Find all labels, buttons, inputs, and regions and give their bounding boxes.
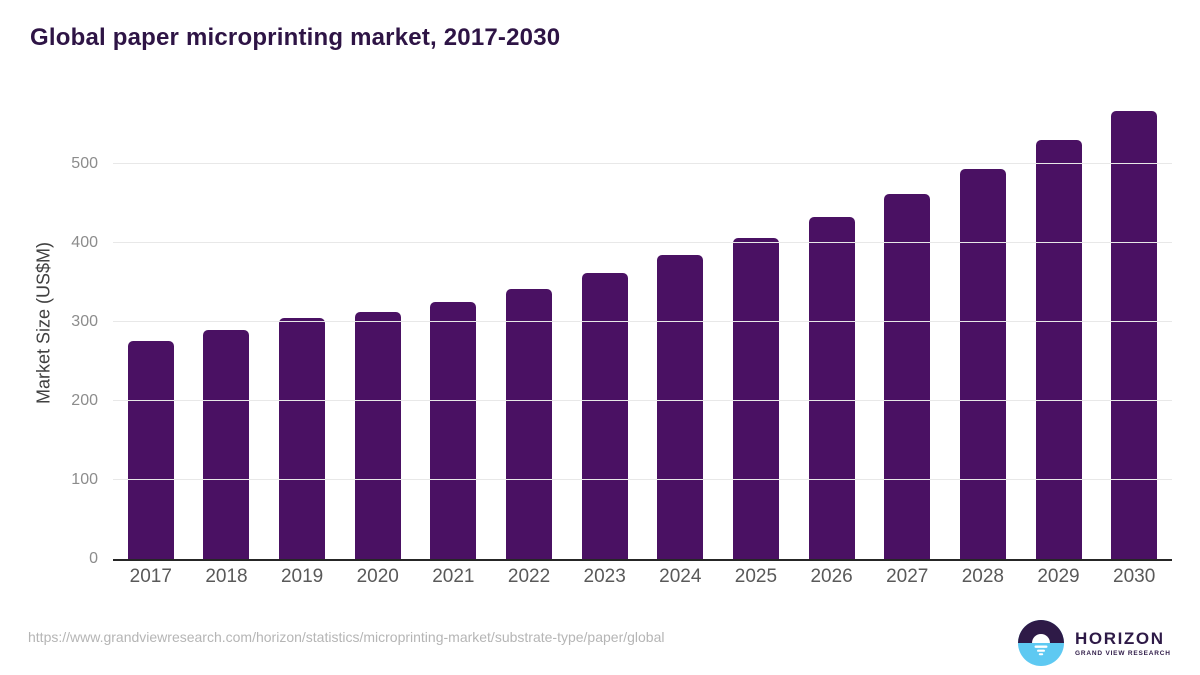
logo-brand: HORIZON bbox=[1075, 628, 1165, 648]
logo-text: HORIZON GRAND VIEW RESEARCH bbox=[1075, 628, 1171, 657]
bar-column bbox=[567, 95, 643, 559]
bars bbox=[113, 95, 1172, 559]
bar-column bbox=[794, 95, 870, 559]
x-tick-label: 2019 bbox=[280, 566, 324, 587]
gridline bbox=[113, 478, 1172, 480]
x-tick-label: 2023 bbox=[583, 566, 626, 587]
y-tick-label: 500 bbox=[71, 154, 98, 172]
bar-column bbox=[264, 95, 340, 559]
bar-2022[interactable] bbox=[506, 288, 553, 559]
y-tick-label: 200 bbox=[71, 391, 98, 409]
source-url: https://www.grandviewresearch.com/horizo… bbox=[28, 629, 665, 645]
bar-column bbox=[491, 95, 567, 559]
y-tick-label: 400 bbox=[71, 233, 98, 251]
y-tick-label: 100 bbox=[71, 470, 98, 488]
bar-column bbox=[340, 95, 416, 559]
bar-column bbox=[1096, 95, 1172, 559]
x-tick-label: 2020 bbox=[356, 566, 399, 587]
bar-2024[interactable] bbox=[657, 255, 704, 559]
bar-column bbox=[945, 95, 1021, 559]
chart-title: Global paper microprinting market, 2017-… bbox=[30, 24, 561, 51]
x-axis-labels: 2017 2018 2019 2020 2021 2022 2023 2024 2025 2026… bbox=[113, 566, 1172, 588]
logo-tagline: GRAND VIEW RESEARCH bbox=[1075, 649, 1171, 657]
bar-2025[interactable] bbox=[732, 238, 779, 559]
bar-column bbox=[718, 95, 794, 559]
bar-2019[interactable] bbox=[279, 317, 326, 559]
bar-2030[interactable] bbox=[1111, 110, 1158, 559]
bar-column bbox=[113, 95, 189, 559]
bar-2027[interactable] bbox=[884, 193, 931, 559]
bar-column bbox=[189, 95, 265, 559]
gridline bbox=[113, 399, 1172, 401]
x-tick-label: 2025 bbox=[734, 566, 778, 587]
horizon-logo: HORIZON GRAND VIEW RESEARCH bbox=[1018, 620, 1171, 666]
y-tick-label: 0 bbox=[89, 550, 98, 567]
gridline bbox=[113, 162, 1172, 164]
bar-2029[interactable] bbox=[1035, 140, 1082, 559]
x-tick-label: 2027 bbox=[886, 566, 929, 587]
plot-area bbox=[113, 95, 1172, 561]
bar-2023[interactable] bbox=[581, 272, 628, 559]
bar-2021[interactable] bbox=[430, 302, 477, 559]
bar-column bbox=[642, 95, 718, 559]
x-tick-label: 2024 bbox=[659, 566, 702, 587]
bar-2017[interactable] bbox=[127, 340, 174, 559]
bar-column bbox=[1021, 95, 1097, 559]
x-tick-label: 2022 bbox=[507, 566, 551, 587]
y-tick-label: 300 bbox=[71, 312, 98, 330]
x-tick-label: 2021 bbox=[432, 566, 475, 587]
bar-2028[interactable] bbox=[959, 168, 1006, 559]
horizon-logo-icon bbox=[1018, 620, 1064, 666]
x-tick-label: 2028 bbox=[961, 566, 1004, 587]
bar-2026[interactable] bbox=[808, 216, 855, 559]
bar-column bbox=[416, 95, 492, 559]
x-tick-label: 2026 bbox=[810, 566, 853, 587]
bar-2018[interactable] bbox=[203, 329, 250, 559]
bar-column bbox=[869, 95, 945, 559]
x-tick-label: 2030 bbox=[1113, 566, 1156, 587]
x-tick-label: 2029 bbox=[1037, 566, 1080, 587]
gridline bbox=[113, 320, 1172, 322]
x-tick-label: 2018 bbox=[205, 566, 248, 587]
gridline bbox=[113, 241, 1172, 243]
x-tick-label: 2017 bbox=[129, 566, 172, 587]
y-axis-labels: 0 100 200 300 400 500 bbox=[40, 95, 98, 567]
bar-2020[interactable] bbox=[354, 311, 401, 559]
